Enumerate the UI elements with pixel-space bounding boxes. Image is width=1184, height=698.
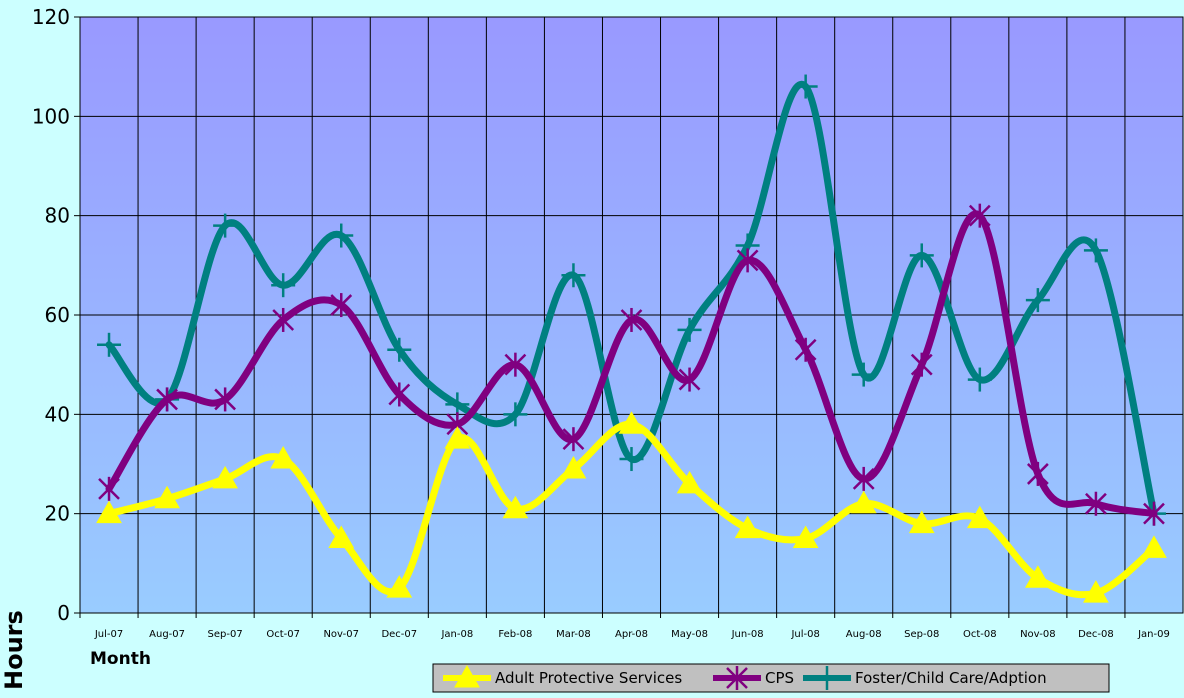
y-tick-label: 120 <box>32 5 70 29</box>
data-point <box>966 505 993 529</box>
x-tick-label: Dec-07 <box>381 629 417 640</box>
x-tick-label: Jan-09 <box>1137 629 1170 640</box>
data-point <box>968 203 991 228</box>
x-tick-label: Jan-08 <box>440 629 473 640</box>
data-point <box>504 352 527 377</box>
data-point <box>736 248 759 273</box>
data-point <box>909 243 934 268</box>
data-point <box>214 387 237 412</box>
data-point <box>562 427 585 452</box>
data-point <box>1083 238 1108 263</box>
legend: Adult Protective Services CPS Foster/Child… <box>432 663 1110 693</box>
data-point <box>793 74 818 99</box>
data-point <box>1025 288 1050 313</box>
data-point <box>503 402 528 427</box>
x-axis-ticks: Jul-07 Aug-07 Sep-07 Oct-07 Nov-07 Dec-07 Jan-… <box>79 613 1170 640</box>
series-1 <box>98 203 1165 526</box>
legend-box <box>432 663 1110 693</box>
x-axis-title: Month <box>90 649 151 669</box>
legend-marker <box>726 666 748 690</box>
data-point <box>97 332 122 357</box>
x-tick-label: Sep-08 <box>904 629 939 640</box>
data-point <box>271 273 296 298</box>
data-point <box>967 367 992 392</box>
x-tick-label: Jun-08 <box>731 629 764 640</box>
x-tick-label: Aug-08 <box>846 629 882 640</box>
x-tick-label: Oct-08 <box>963 629 997 640</box>
legend-entry: Foster/Child Care/Adption <box>803 666 1047 690</box>
x-tick-label: Jul-08 <box>790 629 819 640</box>
data-point <box>560 455 587 479</box>
data-point <box>502 495 529 519</box>
y-tick-label: 0 <box>57 601 70 625</box>
legend-label: CPS <box>765 669 794 687</box>
x-tick-label: Dec-08 <box>1078 629 1114 640</box>
data-point <box>386 575 413 598</box>
data-point <box>851 362 876 387</box>
data-point <box>908 510 935 534</box>
series-0 <box>96 411 1167 603</box>
data-point <box>561 263 586 288</box>
x-tick-label: Oct-07 <box>266 629 300 640</box>
data-point <box>1083 580 1109 603</box>
y-tick-label: 40 <box>45 402 70 426</box>
data-point <box>213 213 238 238</box>
x-tick-label: May-08 <box>671 629 708 640</box>
data-point <box>444 426 471 449</box>
x-tick-label: Apr-08 <box>615 629 648 640</box>
data-point <box>272 307 295 332</box>
data-point <box>156 387 178 412</box>
data-point <box>154 485 180 509</box>
y-axis-title: Hours <box>0 610 28 690</box>
data-point <box>677 317 702 342</box>
data-point <box>618 411 645 434</box>
legend-marker <box>815 666 839 690</box>
data-point <box>678 367 701 392</box>
data-point <box>328 525 355 548</box>
data-point <box>270 446 297 469</box>
x-tick-label: Jul-07 <box>94 629 123 640</box>
data-point <box>850 490 877 514</box>
data-point <box>388 382 411 407</box>
data-point <box>1141 535 1167 558</box>
data-point <box>852 466 875 491</box>
legend-marker <box>454 664 480 688</box>
data-point <box>1143 501 1165 526</box>
data-point <box>329 223 354 248</box>
x-tick-label: Sep-07 <box>208 629 243 640</box>
data-point <box>794 337 817 362</box>
data-point <box>792 525 819 548</box>
data-point <box>212 465 238 489</box>
x-tick-label: Aug-07 <box>149 629 185 640</box>
x-tick-label: Feb-08 <box>498 629 532 640</box>
data-point <box>620 307 643 332</box>
data-point <box>98 476 120 501</box>
x-tick-label: Nov-07 <box>323 629 359 640</box>
data-point <box>387 337 412 362</box>
data-point <box>1025 565 1051 588</box>
data-point <box>619 447 644 472</box>
y-tick-label: 20 <box>45 502 70 526</box>
y-tick-label: 100 <box>32 104 70 128</box>
y-axis-ticks: 0 20 40 60 80 100 120 <box>32 5 80 625</box>
data-point <box>96 500 122 524</box>
y-tick-label: 80 <box>45 204 70 228</box>
legend-label: Adult Protective Services <box>495 669 682 687</box>
data-point <box>910 352 933 377</box>
data-point <box>330 293 353 318</box>
legend-entry: Adult Protective Services <box>443 664 682 688</box>
x-tick-label: Mar-08 <box>556 629 591 640</box>
data-point <box>1085 491 1107 516</box>
series-layer <box>96 74 1167 603</box>
data-point <box>734 515 761 539</box>
data-point <box>676 470 703 494</box>
legend-label: Foster/Child Care/Adption <box>855 669 1047 687</box>
legend-entry: CPS <box>713 666 794 690</box>
x-tick-label: Nov-08 <box>1020 629 1056 640</box>
y-tick-label: 60 <box>45 303 70 327</box>
data-point <box>1026 461 1049 486</box>
